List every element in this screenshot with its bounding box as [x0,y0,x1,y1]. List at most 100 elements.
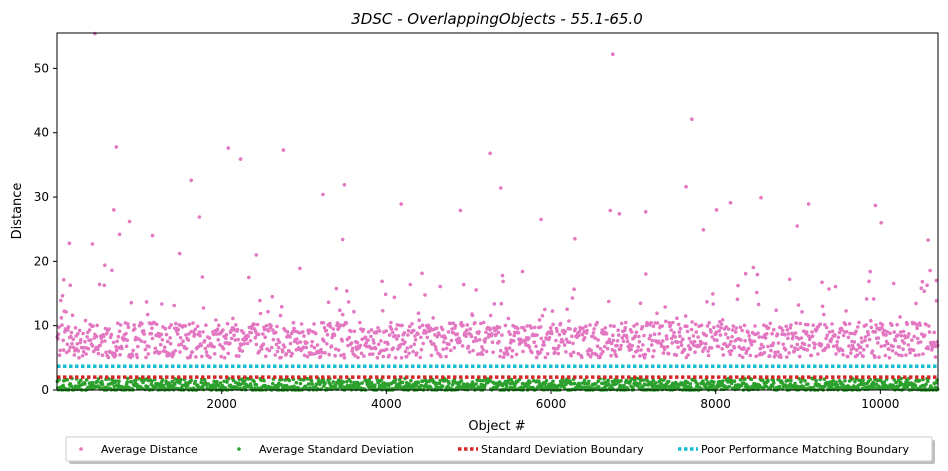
data-point [193,327,198,332]
data-point [298,331,302,335]
data-point [188,353,193,358]
data-point [473,336,478,340]
data-point [603,326,608,330]
data-point [100,382,105,387]
data-point [369,380,374,385]
data-point [637,334,641,339]
data-point [471,339,476,344]
data-point [705,300,709,304]
data-point [308,386,312,390]
data-point [274,342,279,347]
data-point [510,348,515,353]
data-point [252,379,256,384]
y-tick-label: 50 [34,61,49,75]
data-point [685,329,690,334]
data-point [915,336,920,341]
data-point [477,330,481,334]
data-point [460,344,465,348]
data-point [221,328,225,332]
data-point [611,387,616,392]
data-point [511,339,516,343]
data-point [665,345,670,349]
data-point [202,338,207,343]
data-point [133,327,137,331]
data-point [570,296,575,300]
data-point [519,340,524,345]
data-point [349,329,353,334]
data-point [606,378,610,383]
data-point [385,347,389,352]
data-point [124,331,128,336]
data-point [473,321,477,325]
data-point [847,344,851,348]
data-point [120,346,124,351]
data-point [159,332,164,337]
data-point [756,331,760,336]
data-point [810,334,815,339]
data-point [695,382,700,387]
data-point [135,355,139,360]
data-point [595,344,600,349]
data-point [862,381,867,386]
data-point [163,345,167,350]
data-point [527,336,531,340]
data-point [851,384,856,388]
data-point [864,297,869,301]
data-point [823,346,828,351]
data-point [312,346,317,350]
data-point [538,325,543,329]
data-point [266,329,271,333]
outlier-point [573,237,577,241]
data-point [169,323,173,327]
data-point [57,378,61,382]
data-point [236,337,240,342]
data-point [257,349,262,354]
data-point [601,349,605,354]
data-point [602,344,607,349]
data-point [262,327,267,332]
outlier-point [114,145,119,149]
data-point [150,326,154,331]
data-point [233,338,238,342]
data-point [59,298,63,303]
data-point [414,351,419,356]
data-point [834,343,839,348]
data-point [134,352,139,357]
data-point [424,382,428,387]
data-point [681,337,685,342]
data-point [789,344,794,349]
data-point [60,323,64,327]
data-point [822,312,826,317]
data-point [201,330,205,334]
data-point [322,339,326,343]
outlier-point [926,238,930,242]
data-point [347,335,352,340]
data-point [617,333,621,337]
data-point [672,330,676,335]
data-point [558,321,563,326]
legend-label: Standard Deviation Boundary [481,443,644,456]
outlier-point [298,266,302,271]
data-point [77,356,81,360]
data-point [101,334,106,339]
data-point [266,309,270,314]
data-point [833,284,838,289]
data-point [91,324,95,328]
data-point [678,334,682,339]
outlier-point [458,208,463,213]
data-point [717,329,721,333]
data-point [799,336,804,340]
data-point [914,323,919,327]
data-point [592,327,596,331]
data-point [683,314,688,318]
data-point [753,324,757,328]
data-point [582,335,587,340]
data-point [144,300,149,304]
data-point [393,333,397,338]
data-point [513,384,517,388]
data-point [611,333,615,338]
data-point [96,347,100,352]
data-point [687,336,692,341]
data-point [345,289,349,293]
data-point [686,344,691,348]
